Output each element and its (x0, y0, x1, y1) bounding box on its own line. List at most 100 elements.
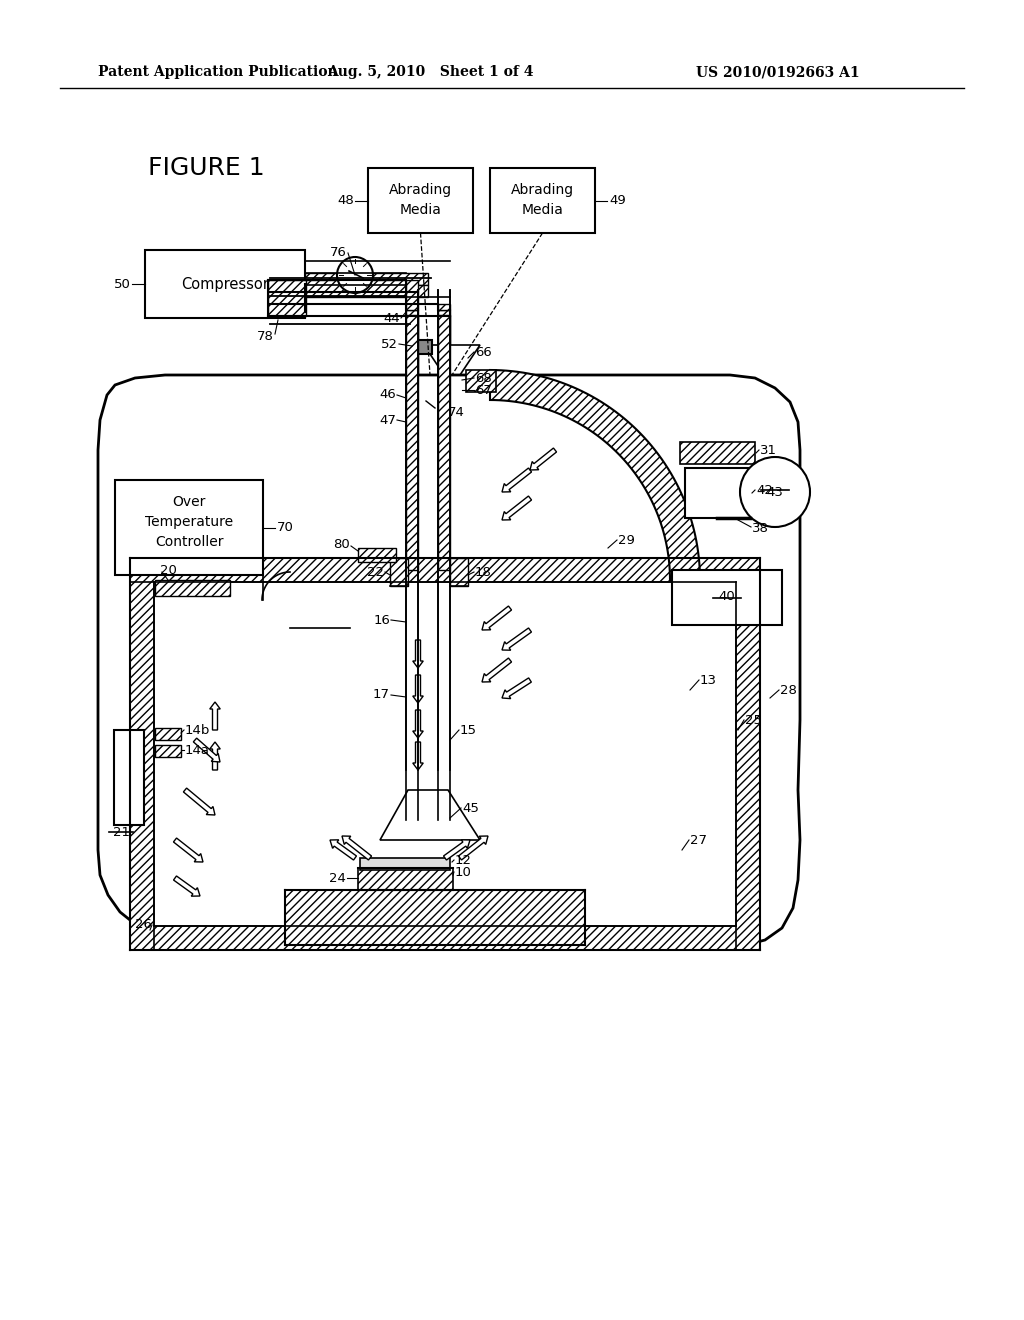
Text: 78: 78 (257, 330, 274, 342)
Bar (130, 558, 760, 582)
Polygon shape (424, 345, 480, 375)
Bar (155, 729, 181, 741)
Bar (130, 558, 154, 950)
Polygon shape (482, 606, 512, 630)
Bar (736, 558, 760, 950)
Text: 16: 16 (373, 614, 390, 627)
Bar (285, 890, 585, 945)
Bar (145, 249, 305, 318)
Polygon shape (490, 370, 700, 579)
Text: 22: 22 (367, 565, 384, 578)
Polygon shape (342, 836, 372, 859)
Bar (438, 310, 450, 770)
Polygon shape (502, 678, 531, 698)
Bar (368, 168, 473, 234)
Text: 20: 20 (160, 565, 177, 578)
Text: Temperature: Temperature (145, 515, 233, 529)
Circle shape (740, 457, 810, 527)
Text: 67: 67 (475, 384, 492, 396)
Polygon shape (210, 742, 220, 770)
Text: 24: 24 (329, 871, 346, 884)
Text: 12: 12 (455, 854, 472, 866)
Bar (406, 315, 418, 570)
Polygon shape (502, 496, 531, 520)
Text: 28: 28 (780, 684, 797, 697)
Text: Media: Media (521, 203, 563, 216)
Text: 66: 66 (475, 346, 492, 359)
Bar (268, 280, 306, 315)
Text: 80: 80 (333, 537, 350, 550)
Text: 49: 49 (609, 194, 626, 207)
Bar (444, 375, 460, 385)
Bar (466, 370, 496, 392)
Text: FIGURE 1: FIGURE 1 (148, 156, 264, 180)
Polygon shape (413, 675, 423, 704)
Text: Abrading: Abrading (389, 183, 452, 197)
Text: 29: 29 (618, 533, 635, 546)
Bar (438, 315, 450, 570)
Bar (114, 730, 144, 825)
Polygon shape (183, 788, 215, 814)
Polygon shape (210, 702, 220, 730)
Polygon shape (530, 447, 557, 470)
Circle shape (337, 257, 373, 293)
Text: 17: 17 (373, 689, 390, 701)
Polygon shape (194, 738, 220, 762)
Bar (155, 744, 181, 756)
Text: Aug. 5, 2010   Sheet 1 of 4: Aug. 5, 2010 Sheet 1 of 4 (327, 65, 534, 79)
Text: Patent Application Publication: Patent Application Publication (98, 65, 338, 79)
Text: 25: 25 (745, 714, 762, 726)
Text: 26: 26 (135, 919, 152, 932)
Bar (305, 285, 428, 297)
Text: 48: 48 (337, 194, 354, 207)
Text: 45: 45 (462, 801, 479, 814)
Text: 74: 74 (449, 407, 465, 420)
Bar (444, 385, 460, 395)
Polygon shape (98, 375, 800, 948)
Text: Over: Over (172, 495, 206, 510)
Polygon shape (173, 838, 203, 862)
Text: 50: 50 (114, 277, 131, 290)
Polygon shape (330, 840, 356, 861)
Text: US 2010/0192663 A1: US 2010/0192663 A1 (696, 65, 860, 79)
Bar (406, 310, 418, 770)
Text: 21: 21 (113, 825, 129, 838)
Text: 68: 68 (475, 371, 492, 384)
Text: 46: 46 (379, 388, 396, 401)
Bar (412, 341, 432, 354)
Text: 14a: 14a (185, 743, 210, 756)
Polygon shape (380, 789, 480, 840)
Text: Abrading: Abrading (511, 183, 574, 197)
Circle shape (418, 393, 442, 417)
Text: 44: 44 (383, 312, 400, 325)
Bar (360, 858, 450, 870)
Bar (672, 570, 782, 624)
Polygon shape (443, 840, 470, 861)
Polygon shape (413, 710, 423, 738)
Text: 52: 52 (381, 338, 398, 351)
Bar (305, 273, 428, 285)
Bar (305, 280, 406, 296)
Bar (155, 579, 230, 597)
Polygon shape (413, 640, 423, 668)
Text: 42: 42 (756, 483, 773, 496)
Text: 38: 38 (752, 521, 769, 535)
Bar (358, 548, 396, 562)
Text: 10: 10 (455, 866, 472, 879)
Bar (358, 869, 453, 890)
Polygon shape (482, 659, 512, 682)
Polygon shape (502, 469, 531, 492)
Text: 14b: 14b (185, 723, 210, 737)
Text: Controller: Controller (155, 535, 223, 549)
Text: 47: 47 (379, 413, 396, 426)
Text: 15: 15 (460, 723, 477, 737)
Polygon shape (173, 876, 200, 896)
Text: 13: 13 (700, 673, 717, 686)
Text: 40: 40 (719, 590, 735, 603)
Text: 70: 70 (278, 521, 294, 535)
Text: 76: 76 (330, 247, 347, 260)
Polygon shape (459, 836, 488, 859)
Bar (450, 558, 468, 586)
Bar (490, 168, 595, 234)
Bar (115, 480, 263, 576)
